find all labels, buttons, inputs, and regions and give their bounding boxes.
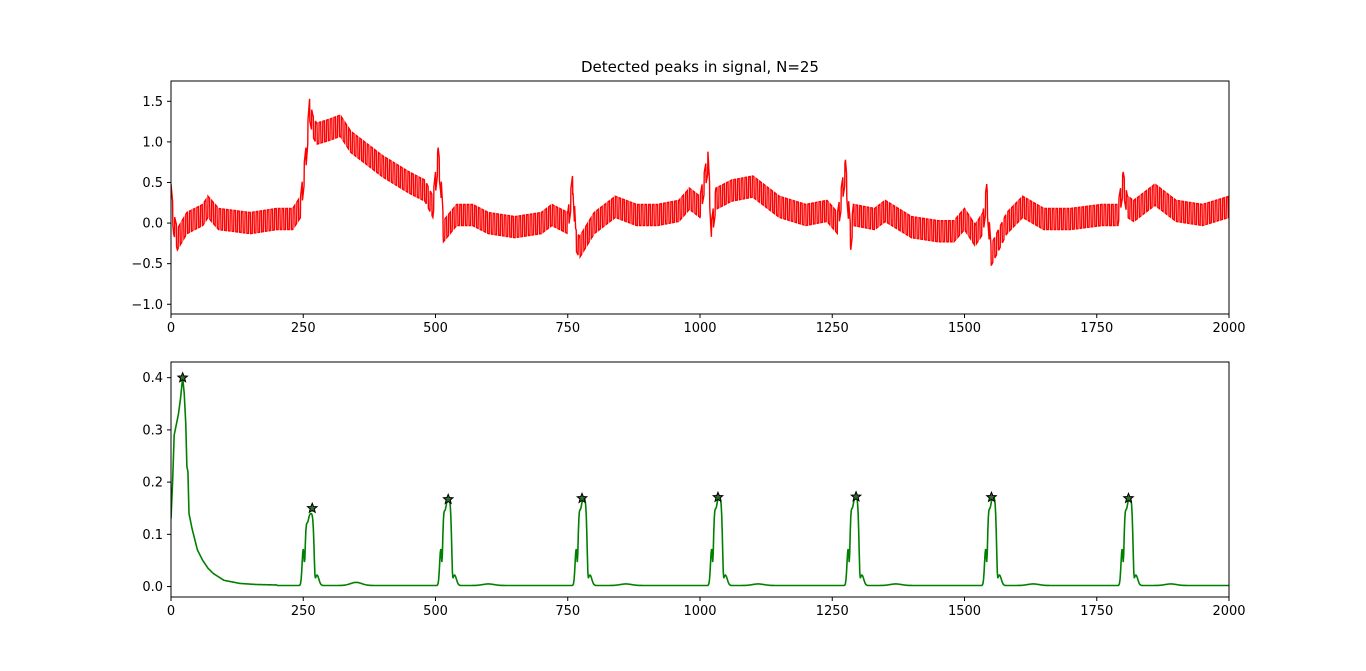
x-tick-label: 1250: [816, 604, 849, 619]
y-tick-label: −0.5: [131, 257, 163, 272]
x-tick-label: 750: [555, 321, 580, 336]
x-tick-label: 1500: [948, 321, 981, 336]
x-tick-label: 500: [423, 321, 448, 336]
peak-star-marker: [576, 491, 589, 504]
x-tick-label: 250: [291, 604, 316, 619]
peak-star-marker: [850, 490, 863, 502]
y-tick-label: 0.4: [142, 371, 163, 386]
bottom-x-ticks: 0 250 500 750 1000 1250 1500 1750 2000: [167, 597, 1246, 619]
x-tick-label: 1250: [816, 321, 849, 336]
peak-star-marker: [306, 501, 319, 514]
y-tick-label: 0.1: [142, 528, 163, 543]
x-tick-label: 1000: [683, 604, 716, 619]
x-tick-label: 500: [423, 604, 448, 619]
x-tick-label: 2000: [1212, 321, 1245, 336]
y-tick-label: 0.3: [142, 423, 163, 438]
peak-star-marker: [985, 490, 998, 503]
peak-star-marker: [711, 490, 725, 503]
top-x-ticks: 0 250 500 750 1000 1250 1500 1750 2000: [167, 314, 1246, 336]
y-tick-label: 0.0: [142, 580, 163, 595]
bottom-y-ticks: 0.0 0.1 0.2 0.3 0.4: [142, 371, 171, 595]
top-y-ticks: −1.0 −0.5 0.0 0.5 1.0 1.5: [131, 95, 171, 313]
bottom-plot-area: [171, 377, 1229, 587]
y-tick-label: 1.5: [142, 95, 163, 110]
peak-star-marker: [442, 492, 455, 505]
y-tick-label: −1.0: [131, 298, 163, 313]
signal-line: [171, 98, 1229, 266]
chart-title: Detected peaks in signal, N=25: [581, 58, 819, 76]
x-tick-label: 0: [167, 321, 175, 336]
x-tick-label: 250: [291, 321, 316, 336]
x-tick-label: 1750: [1080, 321, 1113, 336]
peak-markers: [176, 371, 1135, 514]
x-tick-label: 1500: [948, 604, 981, 619]
x-tick-label: 1750: [1080, 604, 1113, 619]
detection-line: [171, 377, 1229, 587]
x-tick-label: 1000: [683, 321, 716, 336]
peak-star-marker: [1122, 491, 1135, 504]
y-tick-label: 1.0: [142, 135, 163, 150]
x-tick-label: 2000: [1212, 604, 1245, 619]
y-tick-label: 0.2: [142, 476, 163, 491]
y-tick-label: 0.5: [142, 176, 163, 191]
peak-star-marker: [176, 371, 189, 383]
top-plot-area: [171, 98, 1229, 266]
y-tick-label: 0.0: [142, 217, 163, 232]
x-tick-label: 750: [555, 604, 580, 619]
bottom-axes: 0 250 500 750 1000 1250 1500 1750 2000 0.0 0.1 0.2…: [142, 361, 1246, 619]
top-axes: 0 250 500 750 1000 1250 1500 1750 2000 −1.0 −0.5 0…: [131, 80, 1246, 336]
x-tick-label: 0: [167, 604, 175, 619]
